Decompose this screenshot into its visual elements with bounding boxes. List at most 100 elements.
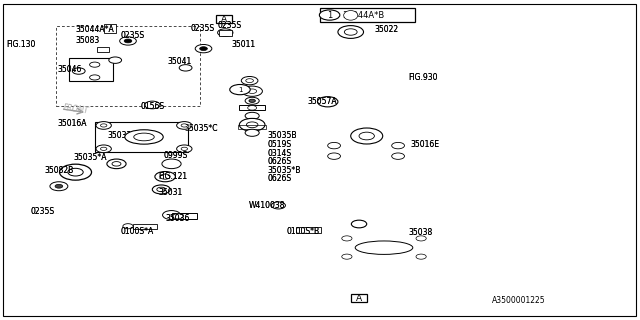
Circle shape <box>145 101 160 109</box>
Bar <box>296 227 321 233</box>
Text: W410038: W410038 <box>248 201 285 210</box>
Text: 35035*C: 35035*C <box>184 124 218 133</box>
Circle shape <box>271 202 285 209</box>
Circle shape <box>109 57 122 63</box>
Polygon shape <box>339 10 362 22</box>
Text: 35011: 35011 <box>232 40 256 49</box>
Text: FIG.930: FIG.930 <box>408 73 438 82</box>
Bar <box>238 125 266 129</box>
Text: 0999S: 0999S <box>163 151 188 160</box>
Circle shape <box>328 153 340 159</box>
Circle shape <box>120 37 136 45</box>
Text: 35035*A: 35035*A <box>74 153 107 162</box>
Circle shape <box>96 122 111 129</box>
Circle shape <box>160 174 170 179</box>
Circle shape <box>163 211 180 220</box>
Text: 35046: 35046 <box>58 65 82 74</box>
Circle shape <box>242 86 262 96</box>
Text: FIG.930: FIG.930 <box>408 73 438 82</box>
Circle shape <box>342 236 352 241</box>
Text: 0999S: 0999S <box>163 151 188 160</box>
Circle shape <box>359 132 374 140</box>
Circle shape <box>245 112 259 119</box>
Text: 35035B: 35035B <box>268 131 297 140</box>
Circle shape <box>392 142 404 149</box>
Text: FIG.121: FIG.121 <box>159 172 188 181</box>
Circle shape <box>50 182 68 191</box>
Text: 0626S: 0626S <box>268 157 292 166</box>
Text: 35082B: 35082B <box>45 166 74 175</box>
Bar <box>320 8 415 22</box>
Text: 35011: 35011 <box>232 40 256 49</box>
Bar <box>97 47 109 52</box>
Bar <box>95 122 188 152</box>
Text: 0235S: 0235S <box>218 21 242 30</box>
Text: 35057A: 35057A <box>307 97 337 106</box>
Text: 35041: 35041 <box>168 57 192 66</box>
Polygon shape <box>319 116 415 135</box>
Text: 35016A: 35016A <box>58 119 87 128</box>
Text: 35044A*A: 35044A*A <box>76 25 115 34</box>
Text: 35035*A: 35035*A <box>74 153 107 162</box>
Circle shape <box>107 159 126 169</box>
Circle shape <box>245 97 259 104</box>
Text: 35041: 35041 <box>168 57 192 66</box>
Text: 0156S: 0156S <box>141 102 165 111</box>
Circle shape <box>96 145 111 153</box>
Text: 35031: 35031 <box>159 188 183 197</box>
Circle shape <box>351 128 383 144</box>
Bar <box>239 105 265 110</box>
Bar <box>56 26 200 106</box>
Polygon shape <box>325 142 408 161</box>
Text: 0626S: 0626S <box>268 174 292 183</box>
Circle shape <box>100 124 107 127</box>
Circle shape <box>124 39 132 43</box>
Text: 0235S: 0235S <box>120 31 145 40</box>
Circle shape <box>328 142 340 149</box>
Circle shape <box>173 214 183 219</box>
Circle shape <box>90 75 100 80</box>
Circle shape <box>351 220 367 228</box>
Text: 1: 1 <box>327 11 332 20</box>
Text: 0235S: 0235S <box>120 31 145 40</box>
Circle shape <box>239 118 265 131</box>
Text: A: A <box>221 15 227 24</box>
Text: 35038: 35038 <box>408 228 433 237</box>
Text: 35046: 35046 <box>58 65 82 74</box>
Circle shape <box>90 62 100 67</box>
Text: 0626S: 0626S <box>268 157 292 166</box>
Circle shape <box>112 162 121 166</box>
Circle shape <box>338 26 364 38</box>
Circle shape <box>177 145 192 153</box>
Text: 0100S*A: 0100S*A <box>120 228 154 236</box>
Ellipse shape <box>355 241 413 254</box>
Text: 0626S: 0626S <box>268 174 292 183</box>
Text: 35057A: 35057A <box>307 97 337 106</box>
Text: 0156S: 0156S <box>141 102 165 111</box>
Circle shape <box>162 159 181 169</box>
Text: 0100S*A: 0100S*A <box>120 228 154 236</box>
Circle shape <box>179 65 192 71</box>
Text: A: A <box>356 294 362 303</box>
Text: 0314S: 0314S <box>268 149 292 158</box>
Text: 0100S*B: 0100S*B <box>287 227 320 236</box>
Text: FIG.130: FIG.130 <box>6 40 36 49</box>
Text: 35036: 35036 <box>165 214 189 223</box>
Bar <box>351 294 367 302</box>
Text: 35044A*A: 35044A*A <box>76 25 115 34</box>
Circle shape <box>72 68 85 74</box>
Circle shape <box>249 99 255 102</box>
Text: 35022: 35022 <box>374 25 399 34</box>
Circle shape <box>246 79 253 83</box>
Bar <box>172 213 197 219</box>
Text: 35044A*B: 35044A*B <box>342 11 385 20</box>
Text: FIG.121: FIG.121 <box>159 172 188 181</box>
Ellipse shape <box>344 11 358 20</box>
Text: 35022: 35022 <box>374 25 399 34</box>
Text: 0235S: 0235S <box>218 21 242 30</box>
Circle shape <box>60 164 92 180</box>
Text: 0314S: 0314S <box>268 149 292 158</box>
Circle shape <box>157 187 166 192</box>
Circle shape <box>246 122 258 128</box>
Polygon shape <box>307 26 390 84</box>
